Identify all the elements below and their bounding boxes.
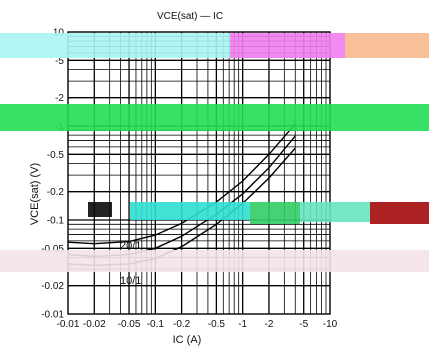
color-band (250, 202, 300, 224)
tick-labels: -0.01-0.02-0.05-0.1-0.2-0.5-1-2-510-0.01… (41, 28, 337, 331)
color-bands (0, 33, 429, 272)
y-axis-label: VCE(sat) (V) (29, 163, 41, 225)
x-tick-label: -2 (265, 319, 274, 330)
color-band (88, 202, 112, 217)
y-tick-label: -5 (55, 56, 64, 67)
color-band (345, 33, 429, 58)
y-tick-label: -0.1 (47, 216, 65, 227)
x-axis-label: IC (A) (173, 334, 202, 346)
x-tick-label: -5 (299, 319, 308, 330)
color-band (230, 33, 345, 58)
curve-3 (67, 123, 296, 245)
annotation-10-1: 10/1 (120, 275, 141, 287)
y-tick-label: -0.02 (41, 281, 64, 292)
color-band (0, 104, 429, 131)
x-tick-label: -0.05 (118, 319, 141, 330)
y-tick-label: -0.01 (41, 310, 64, 321)
color-band (130, 202, 250, 220)
x-tick-label: -0.2 (173, 319, 191, 330)
x-tick-label: -1 (238, 319, 247, 330)
annotation-20-1: 20/1 (120, 240, 141, 252)
x-tick-label: -0.5 (208, 319, 226, 330)
chart-title: VCE(sat) — IC (157, 11, 223, 22)
y-tick-label: -0.2 (47, 187, 65, 198)
x-tick-label: -0.1 (147, 319, 165, 330)
color-band (370, 202, 429, 224)
y-tick-label: -0.5 (47, 150, 65, 161)
color-band (0, 33, 230, 58)
y-tick-label: -0.05 (41, 244, 64, 255)
color-band (300, 202, 370, 222)
x-tick-label: -0.02 (83, 319, 106, 330)
plot-frame (67, 31, 331, 315)
y-tick-label: -2 (55, 93, 64, 104)
x-tick-label: -0.01 (57, 319, 80, 330)
x-tick-label: -10 (323, 319, 338, 330)
color-band (0, 250, 429, 272)
